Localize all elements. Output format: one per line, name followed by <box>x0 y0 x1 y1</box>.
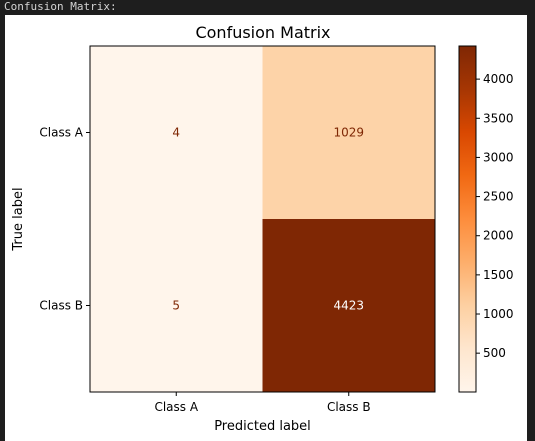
heatmap-cell <box>90 219 263 392</box>
colorbar-tick-label: 2500 <box>483 190 514 204</box>
colorbar-tick-label: 2000 <box>483 229 514 243</box>
chart-title: Confusion Matrix <box>195 23 330 42</box>
x-axis-label: Predicted label <box>214 419 311 434</box>
colorbar-tick-label: 1000 <box>483 307 514 321</box>
heatmap-cell <box>90 46 263 219</box>
heatmap-cells <box>90 46 435 392</box>
colorbar-tick-label: 3500 <box>483 111 514 125</box>
console-output-header: Confusion Matrix: <box>4 0 117 13</box>
heatmap-cell <box>262 219 435 392</box>
y-axis-ticks: Class A Class B <box>39 126 90 313</box>
cell-value-label: 5 <box>172 299 180 313</box>
x-axis-ticks: Class A Class B <box>154 392 371 414</box>
x-tick-label: Class A <box>154 400 198 414</box>
y-tick-label: Class A <box>39 126 83 140</box>
colorbar-ticks: 500 1000 1500 2000 2500 3000 3500 4000 <box>476 72 514 360</box>
colorbar-tick-label: 1500 <box>483 268 514 282</box>
heatmap-cell <box>262 46 435 219</box>
x-tick-label: Class B <box>327 400 371 414</box>
confusion-matrix-figure: Confusion Matrix 4 1029 5 4423 Class A Class… <box>5 15 527 441</box>
y-tick-label: Class B <box>39 299 83 313</box>
y-axis-label: True label <box>11 187 26 251</box>
colorbar-tick-label: 4000 <box>483 72 514 86</box>
cell-value-label: 1029 <box>333 126 364 140</box>
cell-value-label: 4 <box>172 126 180 140</box>
colorbar <box>458 45 477 393</box>
axes-frame <box>89 45 436 393</box>
colorbar-tick-label: 500 <box>483 346 506 360</box>
heatmap-cell-labels: 4 1029 5 4423 <box>172 126 364 313</box>
cell-value-label: 4423 <box>333 299 364 313</box>
colorbar-tick-label: 3000 <box>483 150 514 164</box>
